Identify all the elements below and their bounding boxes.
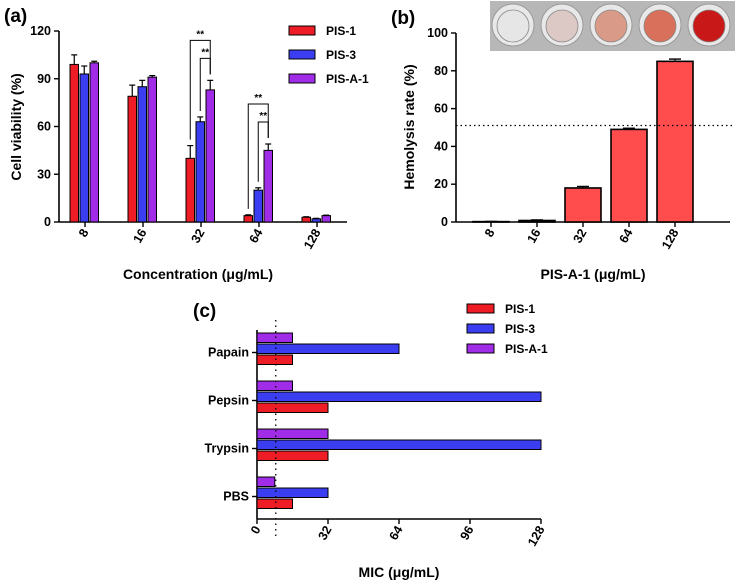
panel-c-x-tick-label: 64 [387, 523, 406, 542]
panel-a-significance-bracket [189, 39, 211, 140]
panel-a-significance-label: ** [254, 93, 262, 104]
panel-a-x-tick-label: 8 [76, 226, 92, 239]
panel-a-significance-label: ** [196, 29, 204, 40]
panel-a-legend-swatch [288, 73, 316, 84]
panel-c-bar [256, 450, 329, 461]
panel-c-bar [256, 354, 293, 365]
panel-a-significance-bracket [199, 57, 211, 111]
panel-c-bar [256, 439, 542, 450]
panel-a-bar [205, 89, 215, 223]
panel-a-bar [147, 76, 157, 223]
panel-a-x-tick-label: 128 [301, 226, 324, 251]
panel-c-bar [256, 380, 293, 391]
panel-c-bar [256, 343, 400, 354]
panel-a-x-title: Concentration (μg/mL) [123, 266, 273, 282]
panel-b-bar [656, 60, 694, 223]
panel-a-bar [321, 215, 331, 223]
panel-a-significance-label: ** [201, 47, 209, 58]
panel-a-significance-bracket [247, 103, 269, 209]
hemolysis-well [594, 9, 628, 43]
panel-a-chart: Cell viability (%) Concentration (μg/mL)… [8, 24, 369, 282]
panel-a-x-tick-label: 64 [247, 226, 266, 245]
panel-a-bar [127, 95, 137, 223]
panel-a-bar [311, 218, 321, 223]
panel-a-x-tick-label: 16 [131, 226, 150, 245]
panel-c-x-tick-label: 128 [525, 523, 548, 548]
panel-b-y-title: Hemolysis rate (%) [401, 64, 417, 189]
panel-c-legend-label: PIS-1 [505, 302, 535, 316]
panel-a-significance-label: ** [259, 111, 267, 122]
panel-a-legend-label: PIS-A-1 [326, 72, 369, 86]
panel-a-legend-label: PIS-3 [326, 48, 356, 62]
panel-a-bar [253, 189, 263, 223]
panel-b-bar [518, 219, 556, 223]
panel-a-y-tick-label: 90 [37, 72, 51, 86]
panel-a-y-title: Cell viability (%) [8, 73, 24, 180]
panel-a-bar [69, 63, 79, 223]
panel-a-y-tick-label: 120 [30, 24, 51, 38]
panel-c-legend-swatch [466, 303, 495, 314]
panel-c-y-tick-label: Pepsin [208, 394, 249, 408]
panel-c-bar [256, 428, 329, 439]
panel-c-x-title: MIC (μg/mL) [359, 564, 440, 580]
hemolysis-well [496, 9, 530, 43]
hemolysis-well [545, 9, 579, 43]
panel-c-bar [256, 498, 293, 509]
panel-c-x-tick-label: 0 [248, 523, 264, 536]
panel-b-y-tick-label: 20 [434, 177, 448, 191]
panel-a-y-tick-label: 30 [37, 167, 51, 181]
panel-a-bar [89, 62, 99, 223]
panel-b-bar [610, 128, 648, 223]
panel-a-y-tick-label: 0 [44, 215, 51, 229]
panel-a-bar [243, 215, 253, 223]
panel-a-significance-bracket [257, 121, 269, 182]
panel-b-x-title: PIS-A-1 (μg/mL) [540, 266, 645, 282]
panel-a-bar [137, 86, 147, 223]
panel-a-bar [195, 121, 205, 223]
panel-c-chart: MIC (μg/mL) 0 32 64 96 128 Papain Pepsin Trypsi… [205, 302, 548, 580]
panel-c-bar [256, 332, 293, 343]
panel-c-label: (c) [193, 301, 216, 322]
panel-a-legend-swatch [288, 25, 316, 36]
panel-a-y-tick-label: 60 [37, 120, 51, 134]
panel-b-chart: Hemolysis rate (%) PIS-A-1 (μg/mL) 0 20 40… [401, 1, 735, 282]
panel-a-legend-swatch [288, 49, 316, 60]
panel-b-y-tick-label: 40 [434, 139, 448, 153]
hemolysis-well [692, 9, 726, 43]
panel-a-x-tick-label: 32 [189, 226, 208, 245]
panel-b-label: (b) [391, 8, 415, 29]
panel-c-legend-label: PIS-A-1 [505, 342, 548, 356]
panel-a-label: (a) [4, 6, 27, 27]
panel-c-y-tick-label: Papain [208, 346, 249, 360]
panel-c-y-tick-label: PBS [223, 490, 249, 504]
panel-c-bar [256, 487, 329, 498]
panel-c-legend-label: PIS-3 [505, 322, 535, 336]
panel-b-y-tick-label: 0 [441, 215, 448, 229]
panel-b-x-tick-label: 32 [571, 226, 590, 245]
panel-c-legend-swatch [466, 323, 495, 334]
panel-b-bar [564, 187, 602, 223]
panel-b-y-tick-label: 60 [434, 102, 448, 116]
panel-b-y-tick-label: 100 [427, 26, 448, 40]
panel-c-bar [256, 391, 542, 402]
panel-c-y-tick-label: Trypsin [205, 442, 249, 456]
panel-a-bar [263, 149, 273, 223]
panel-c-x-tick-label: 32 [316, 523, 335, 542]
panel-a-bar [79, 73, 89, 223]
panel-b-y-tick-label: 80 [434, 64, 448, 78]
panel-c-bar [256, 402, 329, 413]
panel-a-bar [185, 157, 195, 223]
panel-b-x-tick-label: 8 [482, 226, 498, 239]
panel-c-x-tick-label: 96 [458, 523, 477, 542]
panel-b-x-tick-label: 128 [659, 226, 682, 251]
panel-c-legend-swatch [466, 343, 495, 354]
panel-a-bar [301, 216, 311, 223]
panel-a-legend-label: PIS-1 [326, 24, 356, 38]
panel-b-x-tick-label: 16 [525, 226, 544, 245]
panel-c-bar [256, 476, 276, 487]
hemolysis-well [643, 9, 677, 43]
panel-b-x-tick-label: 64 [617, 226, 636, 245]
